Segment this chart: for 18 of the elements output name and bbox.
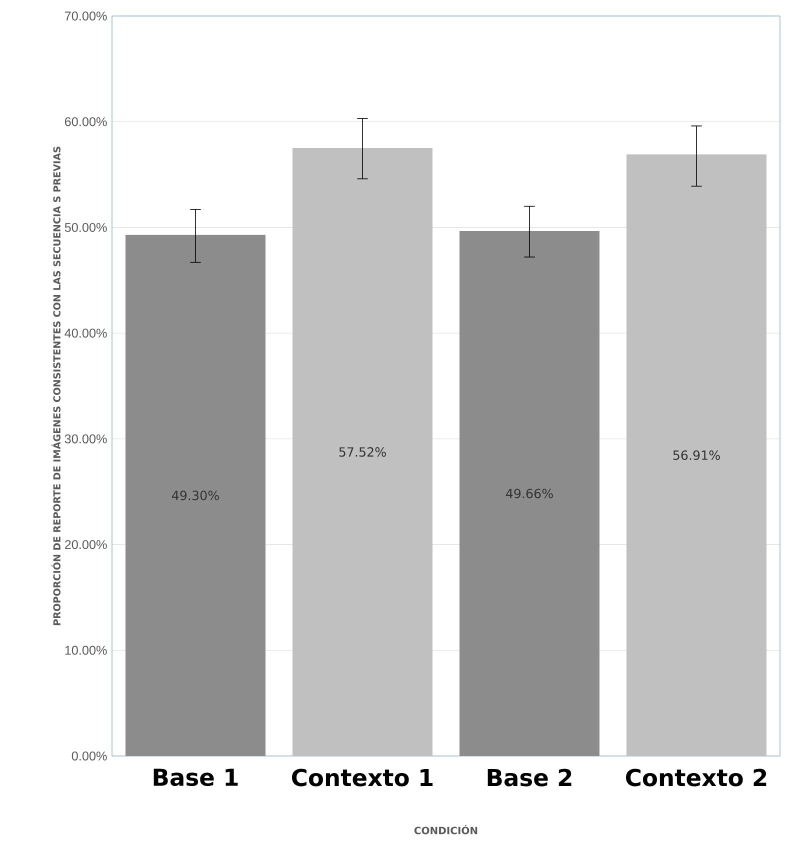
x-tick-label: Base 1: [154, 768, 238, 786]
data-label: 56.91%: [673, 450, 720, 460]
y-tick-label: 40.00%: [64, 328, 107, 338]
data-label: 49.30%: [172, 490, 219, 500]
y-axis-title: PROPORCIÓN DE REPORTE DE IMÁGENES CONSISTENTES CON LAS SECUENCIA S PREVIAS: [51, 146, 60, 626]
y-tick-label: 20.00%: [64, 540, 107, 550]
x-tick-label: Contexto 1: [292, 768, 433, 786]
y-tick-label: 60.00%: [64, 117, 107, 126]
x-tick-label: Contexto 2: [626, 768, 766, 786]
data-label: 49.66%: [506, 488, 553, 498]
y-tick-label: 70.00%: [64, 12, 107, 20]
y-tick-label: 0.00%: [72, 752, 107, 760]
x-axis-title: CONDICIÓN: [414, 824, 478, 834]
data-label: 57.52%: [339, 447, 386, 457]
y-tick-label: 50.00%: [64, 222, 107, 232]
x-tick-label: Base 2: [488, 768, 572, 786]
y-tick-label: 10.00%: [65, 646, 107, 655]
y-tick-label: 30.00%: [64, 434, 107, 444]
